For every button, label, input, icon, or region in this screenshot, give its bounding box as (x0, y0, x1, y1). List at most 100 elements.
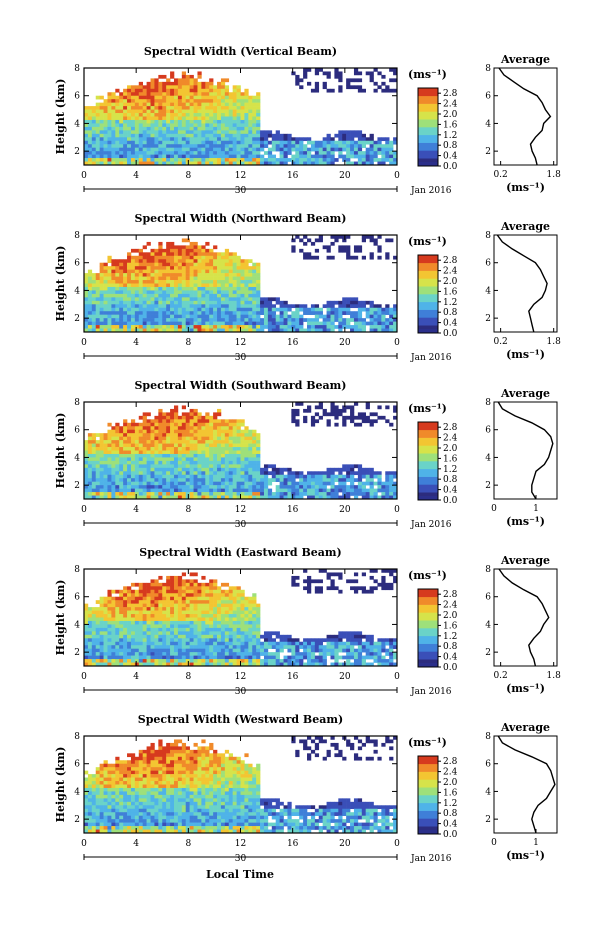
heatmap-cell (154, 440, 159, 444)
heatmap-cell (201, 495, 206, 500)
heatmap-cell (381, 415, 386, 420)
heatmap-cell (154, 151, 159, 155)
heatmap-cell (87, 130, 93, 135)
heatmap-cell (99, 140, 104, 145)
heatmap-cell (236, 422, 241, 427)
heatmap-cell (119, 290, 124, 295)
heatmap-cell (115, 311, 120, 315)
heatmap-cell (177, 467, 183, 472)
heatmap-cell (373, 325, 378, 329)
heatmap-cell (213, 433, 218, 437)
heatmap-cell (170, 106, 175, 110)
heatmap-cell (130, 447, 136, 451)
heatmap-cell (236, 133, 241, 138)
heatmap-cell (260, 307, 265, 312)
heatmap-cell (150, 304, 155, 309)
heatmap-cell (256, 447, 261, 451)
heatmap-cell (185, 92, 190, 97)
heatmap-cell (146, 450, 151, 455)
heatmap-cell (150, 422, 155, 427)
heatmap-cell (295, 412, 300, 417)
heatmap-cell (307, 151, 312, 155)
heatmap-cell (166, 600, 171, 604)
heatmap-cell (123, 262, 128, 267)
heatmap-cell (103, 652, 108, 656)
heatmap-cell (95, 631, 100, 636)
heatmap-cell (119, 321, 124, 326)
heatmap-cell (158, 450, 163, 455)
heatmap-cell (228, 130, 233, 135)
heatmap-cell (318, 161, 323, 166)
heatmap-cell (353, 402, 359, 406)
heatmap-cell (248, 119, 253, 124)
heatmap-cell (84, 450, 89, 455)
heatmap-cell (111, 151, 116, 155)
heatmap-cell (173, 645, 179, 649)
heatmap-cell (295, 304, 300, 309)
heatmap-cell (158, 412, 163, 417)
heatmap-cell (173, 631, 179, 636)
heatmap-cell (115, 154, 120, 159)
heatmap-cell (150, 328, 155, 333)
heatmap-cell (130, 450, 136, 455)
heatmap-cell (158, 631, 163, 636)
heatmap-cell (189, 88, 194, 93)
heatmap-cell (326, 307, 331, 312)
heatmap-cell (377, 328, 382, 333)
heatmap-cell (330, 161, 335, 166)
heatmap-cell (87, 126, 93, 131)
heatmap-cell (385, 474, 390, 479)
heatmap-cell (130, 321, 136, 326)
heatmap-cell (307, 161, 312, 166)
heatmap-cell (142, 130, 147, 135)
heatmap-cell (240, 137, 245, 142)
heatmap-cell (111, 123, 116, 128)
heatmap-cell (99, 130, 104, 135)
heatmap-cell (228, 422, 233, 427)
heatmap-cell (334, 467, 339, 472)
heatmap-cell (119, 447, 124, 451)
heatmap-cell (177, 593, 183, 598)
heatmap-cell (201, 255, 206, 260)
heatmap-cell (185, 478, 190, 482)
heatmap-cell (115, 293, 120, 298)
heatmap-cell (275, 307, 280, 312)
heatmap-cell (240, 460, 245, 465)
heatmap-cell (287, 307, 292, 312)
heatmap-cell (365, 140, 370, 145)
heatmap-cell (154, 119, 159, 124)
heatmap-cell (271, 495, 277, 500)
heatmap-cell (127, 447, 132, 451)
heatmap-cell (107, 600, 112, 604)
heatmap-cell (127, 627, 132, 632)
heatmap-cell (158, 266, 163, 270)
heatmap-cell (123, 593, 128, 598)
heatmap-cell (189, 102, 194, 107)
heatmap-cell (193, 450, 198, 455)
heatmap-cell (220, 123, 226, 128)
heatmap-cell (87, 655, 93, 660)
heatmap-cell (87, 645, 93, 649)
heatmap-cell (166, 582, 171, 587)
heatmap-cell (389, 68, 394, 72)
heatmap-cell (357, 314, 363, 319)
heatmap-cell (310, 419, 316, 424)
heatmap-cell (248, 95, 253, 100)
heatmap-cell (99, 297, 104, 302)
heatmap-cell (166, 252, 171, 257)
heatmap-cell (256, 113, 261, 117)
heatmap-cell (166, 453, 171, 458)
heatmap-cell (181, 648, 187, 653)
heatmap-cell (87, 627, 93, 632)
heatmap-cell (91, 147, 97, 152)
heatmap-cell (181, 78, 187, 83)
heatmap-cell (166, 614, 171, 618)
heatmap-cell (240, 328, 245, 333)
heatmap-cell (263, 300, 269, 305)
heatmap-cell (314, 318, 320, 322)
heatmap-cell (173, 280, 179, 284)
heatmap-cell (189, 453, 194, 458)
heatmap-cell (95, 133, 100, 138)
heatmap-cell (146, 464, 151, 469)
heatmap-cell (291, 474, 296, 479)
